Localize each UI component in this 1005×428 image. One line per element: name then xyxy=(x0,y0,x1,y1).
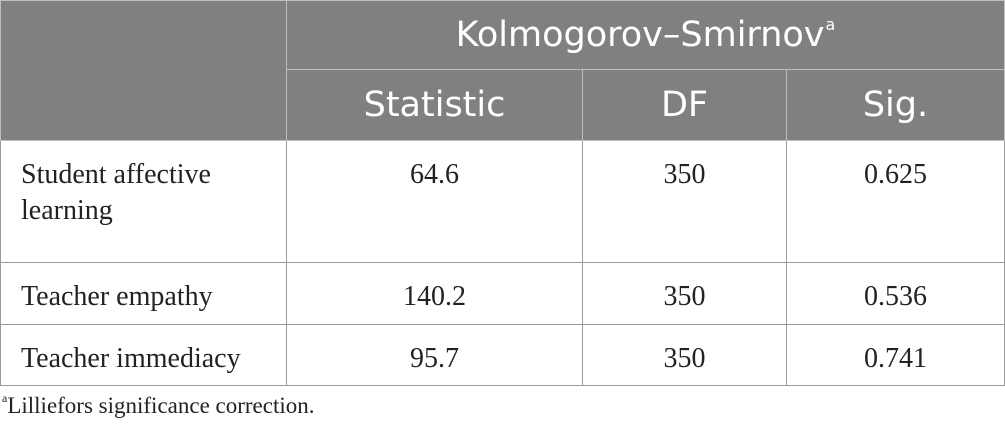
group-header-footnote-marker: a xyxy=(825,15,836,34)
sig-cell: 0.625 xyxy=(786,140,1005,263)
table-row: Teacher empathy 140.2 350 0.536 xyxy=(0,262,1005,325)
table-footnote: aLilliefors significance correction. xyxy=(2,391,315,419)
sig-cell: 0.741 xyxy=(786,324,1005,386)
row-label: Teacher empathy xyxy=(0,262,287,325)
footnote-marker: a xyxy=(2,391,8,405)
column-header-sig: Sig. xyxy=(786,69,1005,141)
empty-corner-cell xyxy=(0,0,287,141)
results-table: Kolmogorov–Smirnova Statistic DF Sig. St… xyxy=(0,0,1005,386)
table-row: Teacher immediacy 95.7 350 0.741 xyxy=(0,324,1005,386)
statistic-cell: 95.7 xyxy=(286,324,583,386)
group-header-text: Kolmogorov–Smirnov xyxy=(455,15,825,55)
row-label: Teacher immediacy xyxy=(0,324,287,386)
df-cell: 350 xyxy=(582,262,787,325)
statistic-cell: 64.6 xyxy=(286,140,583,263)
column-header-df: DF xyxy=(582,69,787,141)
header-row-columns: Statistic DF Sig. xyxy=(1,69,1005,141)
footnote-text: Lilliefors significance correction. xyxy=(7,393,315,418)
df-cell: 350 xyxy=(582,324,787,386)
sig-cell: 0.536 xyxy=(786,262,1005,325)
table-row: Student affective learning 64.6 350 0.62… xyxy=(0,140,1005,263)
df-cell: 350 xyxy=(582,140,787,263)
group-header-cell: Kolmogorov–Smirnova xyxy=(286,0,1005,70)
ks-test-table: Kolmogorov–Smirnova Statistic DF Sig. St… xyxy=(0,0,1005,386)
row-label: Student affective learning xyxy=(0,140,287,263)
header-row-group: Kolmogorov–Smirnova xyxy=(0,0,1005,141)
statistic-cell: 140.2 xyxy=(286,262,583,325)
column-header-statistic: Statistic xyxy=(286,69,583,141)
